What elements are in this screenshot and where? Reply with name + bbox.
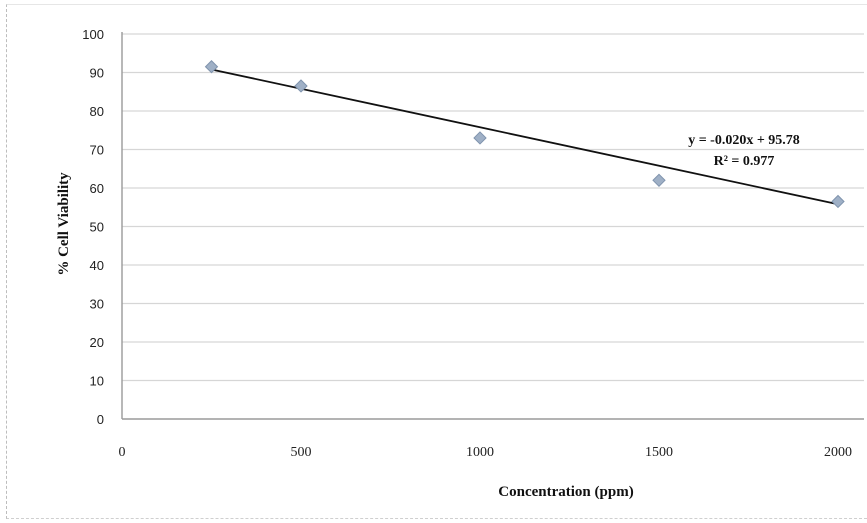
y-tick-label-10: 10 (90, 374, 104, 389)
y-tick-label-70: 70 (90, 143, 104, 158)
chart-frame (6, 4, 867, 519)
x-tick-label-2000: 2000 (824, 445, 852, 460)
x-tick-label-1000: 1000 (466, 445, 494, 460)
y-tick-label-20: 20 (90, 335, 104, 350)
trendline-equation: y = -0.020x + 95.78 (688, 133, 800, 148)
data-point-500 (294, 79, 308, 93)
y-tick-label-50: 50 (90, 220, 104, 235)
x-tick-label-1500: 1500 (645, 445, 673, 460)
data-point-1500 (652, 173, 666, 188)
data-point-2000 (831, 194, 845, 209)
trendline (211, 68, 839, 206)
data-points (204, 60, 845, 209)
r-squared-label: R² = 0.977 (714, 154, 775, 169)
y-tick-label-90: 90 (90, 66, 104, 81)
y-tick-label-80: 80 (90, 104, 104, 119)
data-point-1000 (473, 131, 487, 145)
y-tick-label-0: 0 (97, 412, 104, 427)
axes (121, 32, 864, 420)
y-axis-title: % Cell Viability (56, 172, 72, 276)
y-tick-label-60: 60 (90, 181, 104, 196)
data-point-250 (204, 60, 219, 74)
x-tick-label-0: 0 (119, 445, 126, 460)
y-tick-label-100: 100 (82, 27, 104, 42)
x-axis-title: Concentration (ppm) (498, 484, 633, 500)
y-tick-label-30: 30 (90, 297, 104, 312)
y-tick-label-40: 40 (90, 258, 104, 273)
trendline-layer (211, 68, 839, 206)
gridlines (122, 33, 864, 382)
x-tick-label-500: 500 (291, 445, 312, 460)
